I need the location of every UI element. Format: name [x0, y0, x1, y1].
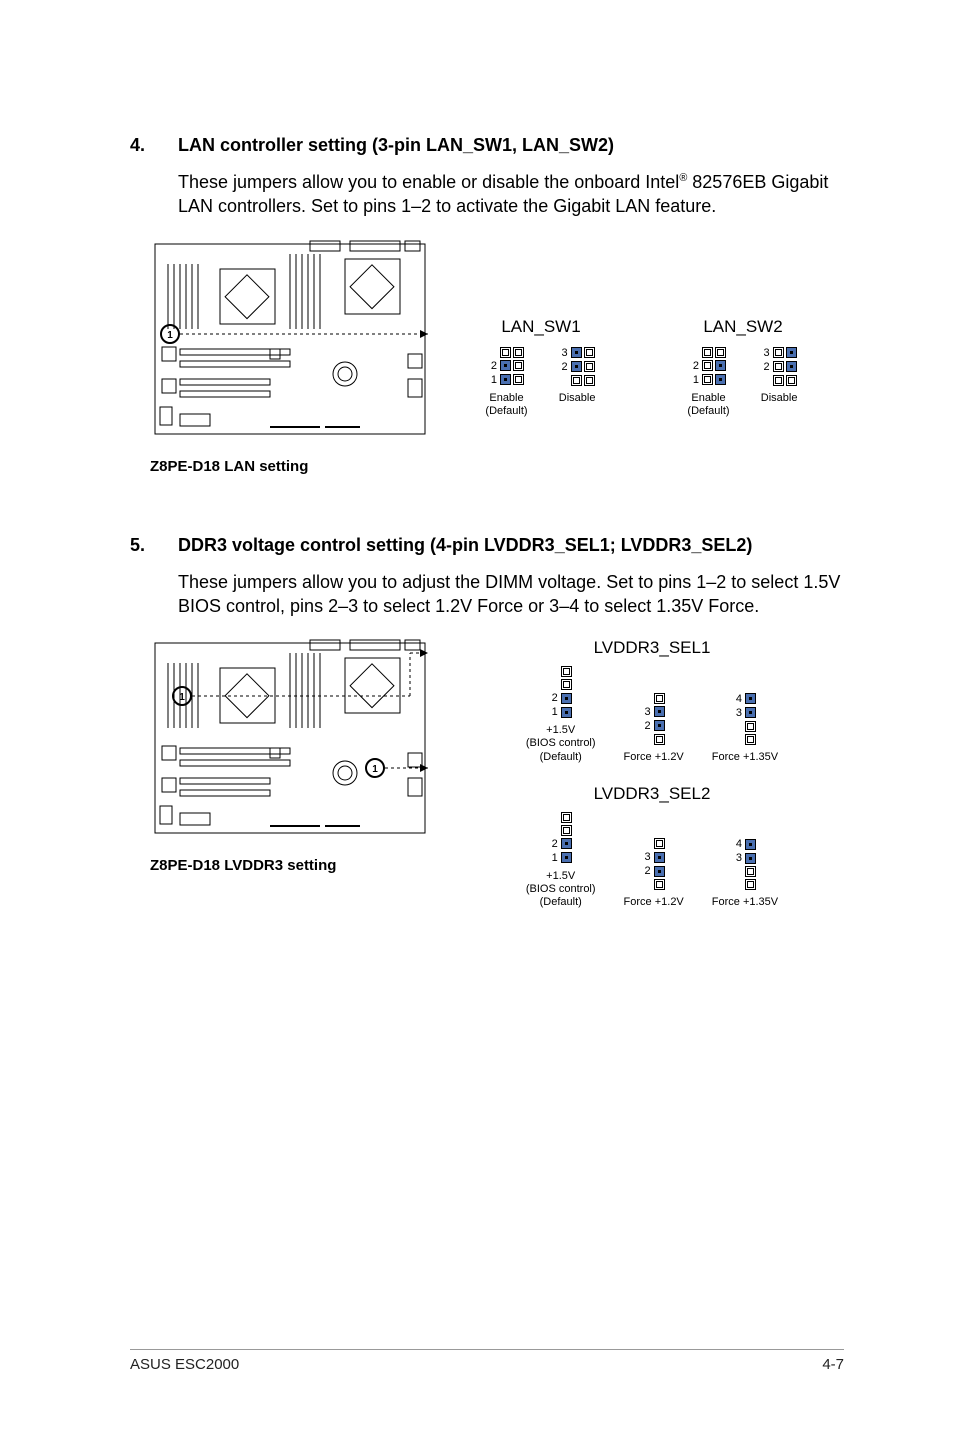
heading-row: 5. DDR3 voltage control setting (4-pin L…: [130, 535, 844, 556]
figure-caption: Z8PE-D18 LVDDR3 setting: [150, 857, 440, 874]
figure-caption: Z8PE-D18 LAN setting: [150, 458, 440, 475]
section-number: 5.: [130, 535, 178, 556]
heading-row: 4. LAN controller setting (3-pin LAN_SW1…: [130, 135, 844, 156]
svg-text:1: 1: [179, 692, 185, 703]
figure-left: 1 Z8PE-D18 LAN setting: [150, 239, 440, 475]
jumper-title: LAN_SW2: [687, 317, 798, 337]
lvddr-opt3: 4 3 Force +1.35V: [712, 693, 778, 764]
board-diagram: 1 1: [150, 638, 430, 848]
lvddr-label: Force +1.2V: [624, 896, 684, 909]
svg-text:1: 1: [372, 764, 378, 775]
footer-left: ASUS ESC2000: [130, 1356, 239, 1373]
pins: 2 1: [689, 347, 728, 388]
lvddr-label: Force +1.35V: [712, 751, 778, 764]
jumper-group-sw2: LAN_SW2 2 1 Enable (Default) 3 2: [687, 317, 798, 418]
pins: 3 2: [558, 347, 597, 388]
lvddr-opt1: 2 1 +1.5V (BIOS control) (Default): [526, 812, 596, 910]
jumper-enable: 2 1 Enable (Default): [687, 347, 729, 418]
jumper-label: Disable: [760, 392, 799, 405]
jumper-title: LAN_SW1: [485, 317, 596, 337]
jumper-disable: 3 2 Disable: [760, 347, 799, 418]
lvddr-opt2: 3 2 Force +1.2V: [624, 693, 684, 764]
jumper-group-sw1: LAN_SW1 2 1 Enable (Default): [485, 317, 596, 418]
pins: 2 1: [487, 347, 526, 388]
lvddr-title: LVDDR3_SEL1: [460, 638, 844, 658]
svg-text:1: 1: [167, 330, 173, 341]
figure-lvddr3: 1 1 Z8PE-D18 LVDDR3 setting LVDDR3_SEL1: [150, 638, 844, 929]
footer-right: 4-7: [822, 1356, 844, 1373]
section-lan: 4. LAN controller setting (3-pin LAN_SW1…: [130, 135, 844, 475]
lvddr-opt2: 3 2 Force +1.2V: [624, 838, 684, 909]
pins: 3 2: [760, 347, 799, 388]
jumper-enable: 2 1 Enable (Default): [485, 347, 527, 418]
lvddr-label: +1.5V (BIOS control) (Default): [526, 724, 596, 764]
section-title: LAN controller setting (3-pin LAN_SW1, L…: [178, 135, 614, 156]
board-diagram: 1: [150, 239, 430, 449]
jumper-row: 2 1 Enable (Default) 3 2 Disable: [485, 347, 596, 418]
jumper-row: 2 1 Enable (Default) 3 2 Disable: [687, 347, 798, 418]
lvddr-row: 2 1 +1.5V (BIOS control) (Default) 3 2: [460, 666, 844, 764]
section-ddr3: 5. DDR3 voltage control setting (4-pin L…: [130, 535, 844, 930]
lvddr-row: 2 1 +1.5V (BIOS control) (Default) 3 2 F…: [460, 812, 844, 910]
section-number: 4.: [130, 135, 178, 156]
lvddr-label: Force +1.35V: [712, 896, 778, 909]
lvddr-label: +1.5V (BIOS control) (Default): [526, 870, 596, 910]
figure-left: 1 1 Z8PE-D18 LVDDR3 setting: [150, 638, 440, 874]
lvddr-sel1: LVDDR3_SEL1 2 1 +1.5V (BIOS control) (De…: [460, 638, 844, 764]
lvddr-title: LVDDR3_SEL2: [460, 784, 844, 804]
section-body: These jumpers allow you to adjust the DI…: [178, 570, 844, 619]
jumper-label: Disable: [558, 392, 597, 405]
jumper-disable: 3 2 Disable: [558, 347, 597, 418]
jumper-label: Enable (Default): [687, 392, 729, 418]
page-footer: ASUS ESC2000 4-7: [130, 1349, 844, 1373]
section-body: These jumpers allow you to enable or dis…: [178, 170, 844, 219]
jumper-label: Enable (Default): [485, 392, 527, 418]
body-pre: These jumpers allow you to enable or dis…: [178, 172, 679, 192]
section-title: DDR3 voltage control setting (4-pin LVDD…: [178, 535, 752, 556]
lvddr-sel2: LVDDR3_SEL2 2 1 +1.5V (BIOS control) (De…: [460, 784, 844, 910]
lvddr-opt3: 4 3 Force +1.35V: [712, 838, 778, 909]
lvddr-label: Force +1.2V: [624, 751, 684, 764]
figure-lan: 1 Z8PE-D18 LAN setting LAN_SW1: [150, 239, 844, 475]
figure-right: LAN_SW1 2 1 Enable (Default): [440, 239, 844, 418]
figure-right: LVDDR3_SEL1 2 1 +1.5V (BIOS control) (De…: [440, 638, 844, 929]
lvddr-opt1: 2 1 +1.5V (BIOS control) (Default): [526, 666, 596, 764]
